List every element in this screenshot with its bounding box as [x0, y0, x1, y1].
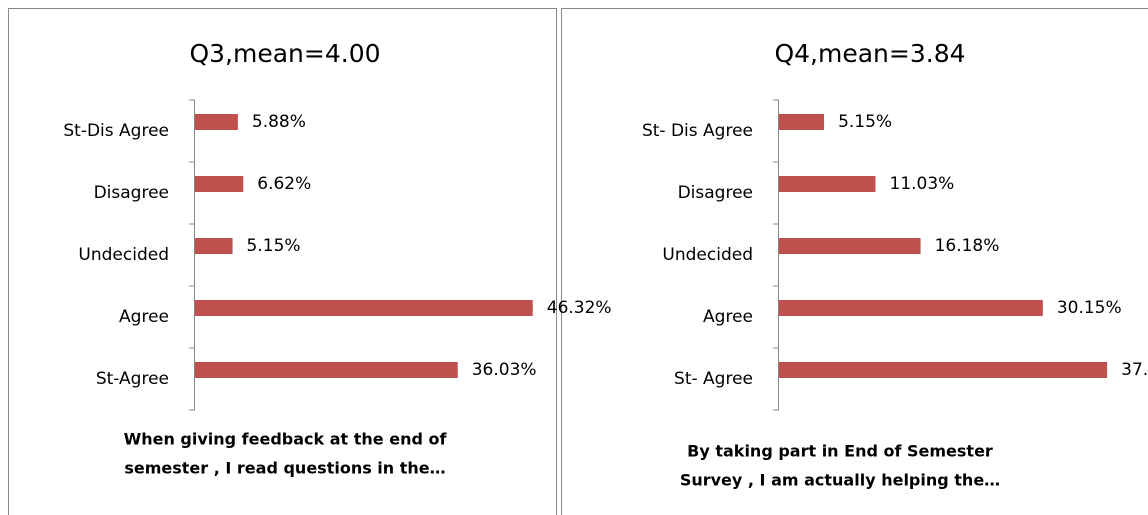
panel-border — [561, 8, 1148, 515]
data-label: 16.18% — [935, 236, 1000, 256]
y-tick-label: Undecided — [78, 245, 169, 265]
y-tick-label: St- Dis Agree — [642, 121, 753, 141]
chart-title: Q4,mean=3.84 — [774, 39, 965, 68]
y-tick-label: Disagree — [678, 183, 753, 203]
data-label: 46.32% — [547, 298, 612, 318]
bar — [195, 300, 533, 316]
bar — [195, 362, 458, 378]
data-label: 5.15% — [247, 236, 301, 256]
x-axis-label: When giving feedback at the end of — [124, 430, 448, 449]
bar — [195, 238, 233, 254]
y-tick-label: St-Dis Agree — [63, 121, 169, 141]
x-axis-label: semester , I read questions in the… — [124, 459, 445, 478]
data-label: 37.50% — [1121, 360, 1148, 380]
data-label: 30.15% — [1057, 298, 1122, 318]
bar — [779, 238, 921, 254]
bar — [779, 176, 876, 192]
data-label: 6.62% — [257, 174, 311, 194]
bar — [779, 362, 1108, 378]
x-axis-label: By taking part in End of Semester — [687, 442, 993, 461]
y-tick-label: Disagree — [94, 183, 169, 203]
data-label: 5.88% — [252, 112, 306, 132]
y-tick-label: St- Agree — [674, 369, 753, 389]
chart-title: Q3,mean=4.00 — [189, 39, 380, 68]
y-tick-label: Agree — [119, 307, 169, 327]
data-label: 36.03% — [472, 360, 537, 380]
bar — [779, 114, 825, 130]
x-axis-label: Survey , I am actually helping the… — [680, 471, 1000, 490]
y-tick-label: Undecided — [662, 245, 753, 265]
y-tick-label: Agree — [703, 307, 753, 327]
data-label: 11.03% — [890, 174, 955, 194]
data-label: 5.15% — [838, 112, 892, 132]
bar — [779, 300, 1043, 316]
bar — [195, 176, 244, 192]
y-tick-label: St-Agree — [96, 369, 169, 389]
panel-border — [8, 8, 557, 515]
bar — [195, 114, 238, 130]
